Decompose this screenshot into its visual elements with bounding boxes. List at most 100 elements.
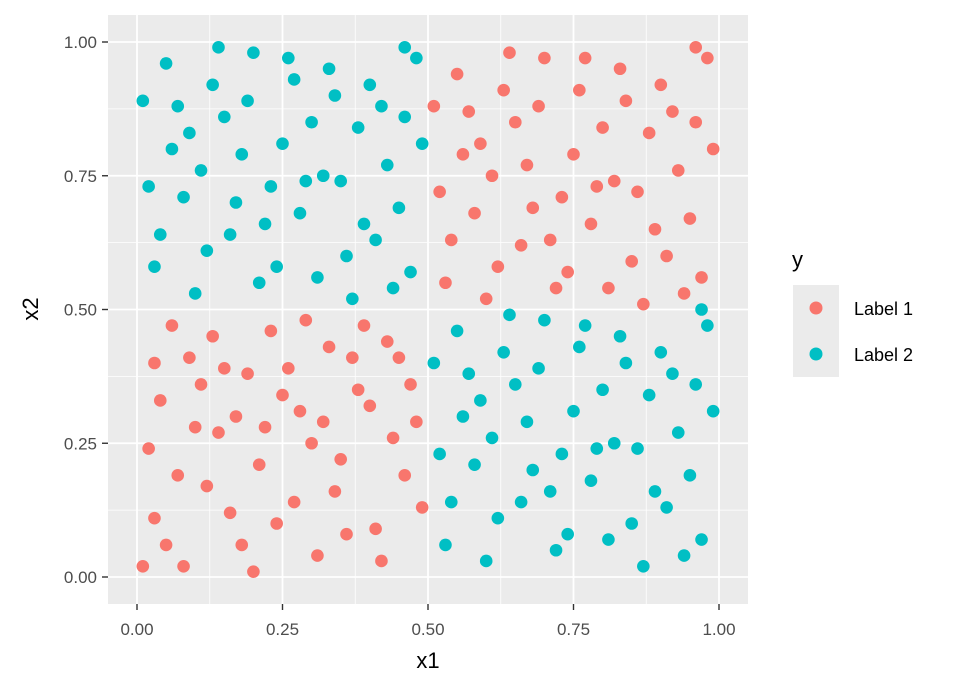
point-label-2 [334, 174, 348, 188]
point-label-2 [666, 367, 679, 381]
point-label-2 [351, 121, 365, 134]
point-label-2 [671, 426, 685, 439]
point-label-1 [410, 415, 423, 429]
point-label-1 [549, 281, 563, 295]
point-label-1 [340, 527, 353, 541]
point-label-1 [229, 410, 243, 423]
point-label-1 [311, 549, 324, 562]
point-label-1 [183, 351, 196, 364]
point-label-1 [247, 565, 260, 578]
point-label-2 [462, 367, 476, 381]
point-label-2 [247, 46, 260, 59]
point-label-1 [491, 260, 505, 274]
x-tick-label: 1.00 [702, 620, 735, 639]
point-label-1 [188, 420, 202, 434]
point-label-2 [188, 287, 202, 300]
data-points [136, 41, 720, 578]
legend: y Label 1 Label 2 [792, 247, 913, 377]
point-label-1 [701, 51, 714, 65]
point-label-1 [578, 51, 592, 65]
point-label-2 [293, 206, 307, 220]
point-label-1 [398, 469, 412, 482]
point-label-2 [241, 94, 254, 108]
point-label-2 [468, 458, 481, 471]
point-label-2 [509, 378, 522, 391]
point-label-2 [549, 543, 563, 557]
point-label-2 [136, 94, 150, 108]
point-label-1 [561, 265, 574, 279]
point-label-1 [258, 420, 272, 434]
point-label-2 [689, 378, 703, 391]
point-label-1 [252, 458, 266, 471]
legend-label-2: Label 2 [854, 345, 913, 365]
point-label-1 [206, 329, 219, 343]
point-label-2 [439, 538, 452, 552]
point-label-1 [270, 517, 283, 530]
point-label-1 [538, 51, 551, 65]
point-label-2 [543, 485, 557, 498]
point-label-2 [177, 190, 190, 204]
point-label-2 [474, 394, 487, 407]
point-label-2 [613, 329, 627, 343]
point-label-2 [363, 78, 377, 92]
point-label-1 [485, 169, 499, 183]
point-label-1 [369, 522, 382, 536]
point-label-2 [357, 217, 371, 231]
point-label-2 [148, 260, 161, 274]
point-label-1 [276, 388, 289, 402]
y-tick-label: 0.25 [64, 434, 97, 453]
point-label-2 [200, 244, 214, 257]
point-label-2 [590, 442, 604, 455]
point-label-1 [706, 142, 720, 156]
point-label-2 [497, 346, 510, 359]
point-label-2 [619, 356, 633, 370]
point-label-1 [235, 538, 249, 552]
point-label-2 [578, 319, 592, 332]
point-label-2 [555, 447, 569, 461]
point-label-1 [596, 121, 609, 134]
point-label-1 [637, 297, 650, 311]
point-label-1 [532, 99, 545, 113]
point-label-2 [503, 308, 516, 322]
point-label-2 [607, 436, 621, 450]
point-label-1 [584, 217, 598, 231]
point-label-1 [613, 62, 627, 76]
point-label-2 [305, 115, 318, 129]
point-label-2 [375, 99, 388, 113]
point-label-2 [532, 362, 545, 375]
point-label-1 [334, 453, 348, 466]
point-label-1 [497, 83, 510, 97]
point-label-1 [427, 99, 441, 113]
point-label-2 [322, 62, 336, 76]
point-label-1 [444, 233, 458, 247]
point-label-1 [171, 469, 185, 482]
point-label-1 [299, 313, 313, 327]
point-label-2 [311, 271, 324, 284]
point-label-1 [654, 78, 668, 92]
x-tick-label: 0.25 [266, 620, 299, 639]
point-label-2 [410, 51, 423, 65]
point-label-1 [194, 378, 208, 391]
point-label-2 [235, 148, 249, 161]
point-label-1 [462, 105, 476, 118]
y-axis-title: x2 [18, 297, 43, 320]
y-tick-label: 0.50 [64, 301, 97, 320]
point-label-1 [386, 431, 400, 445]
point-label-2 [491, 511, 505, 525]
point-label-2 [654, 346, 668, 359]
point-label-2 [427, 356, 441, 370]
point-label-2 [526, 463, 540, 477]
x-tick-label: 0.00 [120, 620, 153, 639]
point-label-2 [270, 260, 283, 274]
point-label-2 [485, 431, 499, 445]
point-label-1 [625, 255, 638, 268]
point-label-1 [153, 394, 167, 407]
point-label-1 [380, 335, 394, 348]
point-label-2 [648, 485, 662, 498]
point-label-2 [218, 110, 231, 124]
point-label-1 [363, 399, 377, 413]
point-label-2 [194, 164, 208, 177]
point-label-2 [340, 249, 353, 263]
point-label-1 [148, 356, 161, 370]
point-label-1 [631, 185, 644, 199]
